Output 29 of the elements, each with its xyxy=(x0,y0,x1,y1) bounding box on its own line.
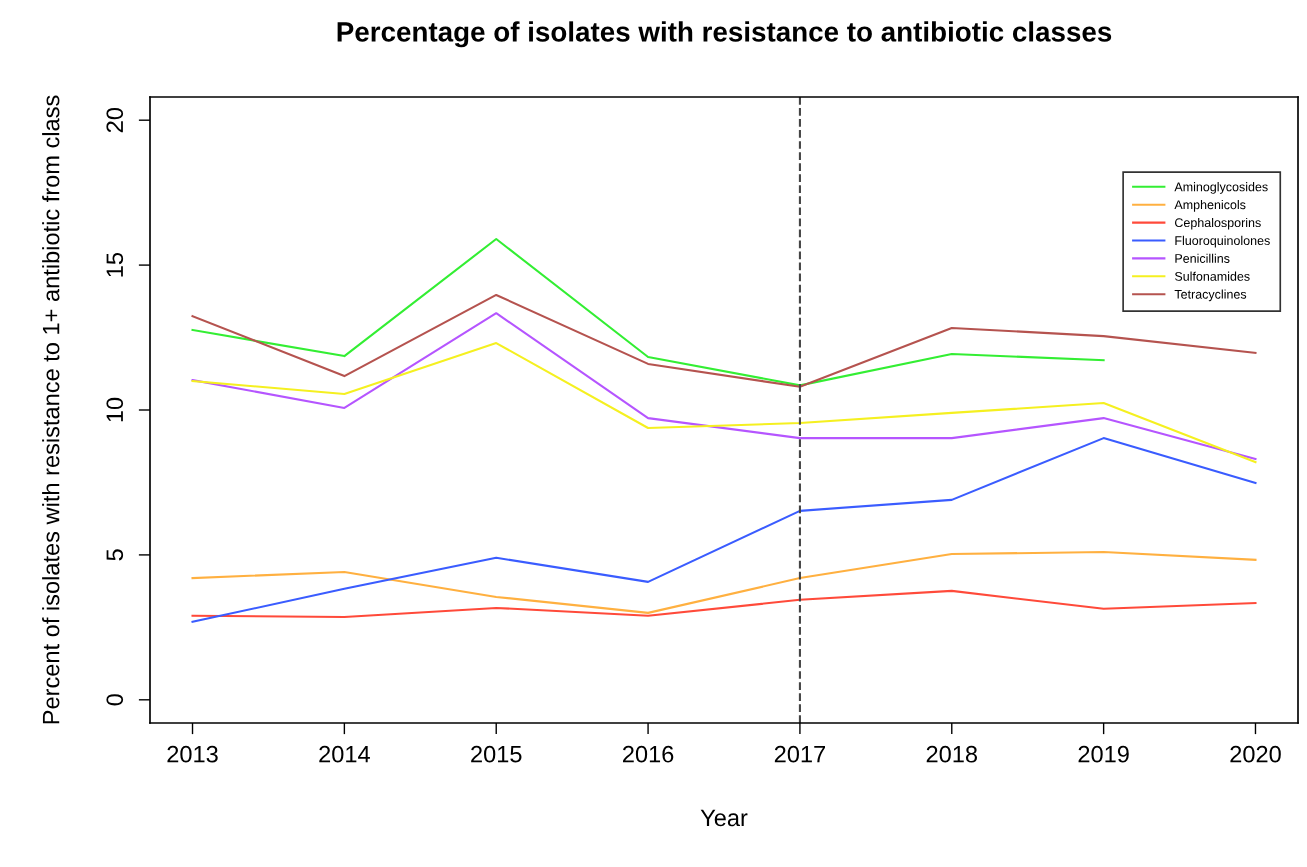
chart-title: Percentage of isolates with resistance to antibiotic classes xyxy=(337,21,1112,48)
legend-label: Cephalosporins xyxy=(1175,217,1261,230)
x-tick-label: 2013 xyxy=(167,745,218,763)
x-tick-label: 2016 xyxy=(623,745,674,763)
x-tick-label: 2019 xyxy=(1078,745,1129,763)
legend-label: Aminoglycosides xyxy=(1174,182,1268,194)
line-series xyxy=(191,237,1105,387)
y-tick-label: 0 xyxy=(106,694,124,706)
x-tick-label: 2015 xyxy=(471,745,522,763)
x-tick-label: 2018 xyxy=(926,745,978,763)
line-series xyxy=(191,342,1257,464)
line-series xyxy=(191,312,1257,461)
x-tick-label: 2014 xyxy=(319,745,370,763)
legend-label: Fluoroquinolones xyxy=(1175,235,1270,248)
x-tick-label: 2017 xyxy=(774,745,826,763)
y-axis-title: Percent of isolates with resistance to 1+ antibiotic from class xyxy=(42,95,60,724)
legend-label: Amphenicols xyxy=(1174,200,1246,212)
line-series xyxy=(191,589,1257,618)
line-series xyxy=(191,437,1257,623)
legend-label: Tetracyclines xyxy=(1174,289,1247,302)
y-tick-label: 20 xyxy=(106,107,124,133)
y-tick-label: 5 xyxy=(106,549,124,561)
line-series xyxy=(191,550,1257,614)
legend-label: Sulfonamides xyxy=(1174,271,1250,281)
x-axis-title: Year xyxy=(700,809,748,827)
x-tick-label: 2020 xyxy=(1230,745,1281,763)
y-tick-label: 15 xyxy=(106,252,124,277)
y-tick-label: 10 xyxy=(106,397,124,422)
legend-label: Penicillins xyxy=(1175,253,1230,263)
